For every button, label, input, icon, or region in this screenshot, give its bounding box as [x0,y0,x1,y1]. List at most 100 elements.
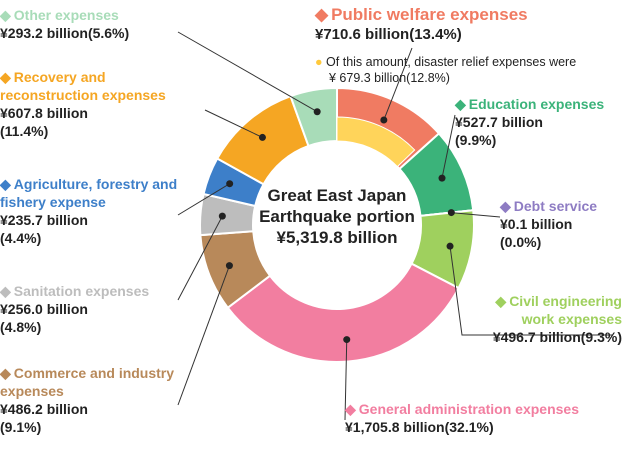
amount: ¥607.8 billion (11.4%) [0,104,205,140]
sub-slice [336,116,416,168]
share-label: (9.3%) [580,329,622,345]
leader-dot [218,212,226,220]
legend-marker: ◆ [0,365,11,381]
category-name: ◆ Public welfare expenses [315,4,625,26]
category-label: ◆ General administration expenses ¥1,705.8… [345,400,625,436]
category-name-text: Sanitation expenses [13,283,150,299]
category-label: ◆ Sanitation expenses ¥256.0 billion (4.8%) [0,282,180,336]
category-name: ◆ Civil engineering work expenses [462,292,622,328]
leader-dot [226,180,234,188]
category-name-text: Commerce and industry expenses [0,365,175,399]
sub-value-label: ¥ 679.3 billion [329,71,407,85]
sub-note: ● Of this amount, disaster relief expens… [315,55,577,85]
legend-marker: ◆ [315,5,329,24]
legend-marker: ◆ [0,176,11,192]
category-name-text: Recovery and reconstruction expenses [0,69,166,103]
amount: ¥0.1 billion (0.0%) [500,215,625,251]
leader-line [449,246,612,336]
category-name-text: General administration expenses [358,401,579,417]
total-label: ¥5,319.8 billion [276,228,398,247]
category-label: ◆ Debt service ¥0.1 billion (0.0%) [500,197,625,251]
legend-marker: ◆ [345,401,356,417]
category-label: ◆ Recovery and reconstruction expenses ¥60… [0,68,205,140]
value-label: ¥1,705.8 billion [345,419,445,435]
category-name-text: Other expenses [13,7,119,23]
leader-dot [258,133,266,141]
amount: ¥1,705.8 billion(32.1%) [345,418,625,436]
leader-dot [313,108,321,116]
share-label: (11.4%) [0,123,49,139]
category-name: ◆ Other expenses [0,6,200,24]
category-name-text: Debt service [513,198,598,214]
amount: ¥496.7 billion(9.3%) [462,328,622,346]
category-label: ◆ Commerce and industry expenses ¥486.2 bi… [0,364,180,436]
leader-line [177,183,230,216]
value-label: ¥256.0 billion [0,301,88,317]
category-label: ◆ Agriculture, forestry and fishery expen… [0,175,180,247]
amount: ¥527.7 billion (9.9%) [455,113,625,149]
donut-slice [289,86,338,148]
category-label: ◆ Other expenses ¥293.2 billion(5.6%) [0,6,200,42]
center-title: Great East Japan Earthquake portion [259,186,415,226]
amount: ¥235.7 billion (4.4%) [0,211,180,247]
legend-marker: ◆ [455,96,466,112]
share-label: (9.9%) [455,132,497,148]
category-name-text: Education expenses [468,96,605,112]
leader-line [177,31,318,113]
share-label: (13.4%) [409,26,462,43]
share-label: (5.6%) [87,25,130,41]
category-name-text: Public welfare expenses [331,5,528,24]
category-name: ◆ Debt service [500,197,625,215]
category-label: ◆ Public welfare expenses ¥710.6 billion(1… [315,4,625,44]
leader-dot [343,336,351,344]
legend-marker: ◆ [0,283,11,299]
sub-share-label: (12.8%) [406,71,450,85]
category-name-text: Civil engineering work expenses [509,293,622,327]
value-label: ¥710.6 billion [315,26,410,43]
center-label: Great East Japan Earthquake portion ¥5,3… [252,185,422,248]
category-name: ◆ Education expenses [455,95,625,113]
amount: ¥486.2 billion (9.1%) [0,400,180,436]
share-label: (32.1%) [444,419,494,435]
share-label: (4.8%) [0,319,42,335]
category-name: ◆ Commerce and industry expenses [0,364,180,400]
donut-slice [226,262,460,363]
category-name: ◆ Agriculture, forestry and fishery expen… [0,175,180,211]
legend-marker: ◆ [495,293,507,309]
leader-line [204,109,263,138]
legend-marker: ◆ [0,7,11,23]
amount: ¥256.0 billion (4.8%) [0,300,180,336]
share-label: (9.1%) [0,419,42,435]
legend-marker: ◆ [500,198,511,214]
category-name: ◆ Sanitation expenses [0,282,180,300]
legend-marker: ◆ [0,69,11,85]
value-label: ¥293.2 billion [0,25,88,41]
share-label: (4.4%) [0,230,42,246]
leader-line [451,212,501,218]
category-label: ◆ Education expenses ¥527.7 billion (9.9%) [455,95,625,149]
amount: ¥710.6 billion(13.4%) [315,26,625,44]
leader-line [344,339,348,421]
leader-line [383,47,413,121]
value-label: ¥527.7 billion [455,114,543,130]
amount: ¥293.2 billion(5.6%) [0,24,200,42]
leader-dot [446,242,454,250]
leader-line [177,215,223,301]
category-name-text: Agriculture, forestry and fishery expens… [0,176,178,210]
leader-line [177,265,230,406]
leader-dot [380,116,388,124]
share-label: (0.0%) [500,234,542,250]
category-name: ◆ Recovery and reconstruction expenses [0,68,205,104]
value-label: ¥607.8 billion [0,105,88,121]
sub-name: Of this amount, disaster relief expenses… [326,55,577,69]
leader-dot [225,262,233,270]
value-label: ¥0.1 billion [500,216,573,232]
value-label: ¥496.7 billion [492,329,581,345]
leader-line [441,114,456,179]
value-label: ¥486.2 billion [0,401,88,417]
category-label: ◆ Civil engineering work expenses ¥496.7 b… [462,292,622,346]
value-label: ¥235.7 billion [0,212,88,228]
leader-dot [447,209,455,217]
